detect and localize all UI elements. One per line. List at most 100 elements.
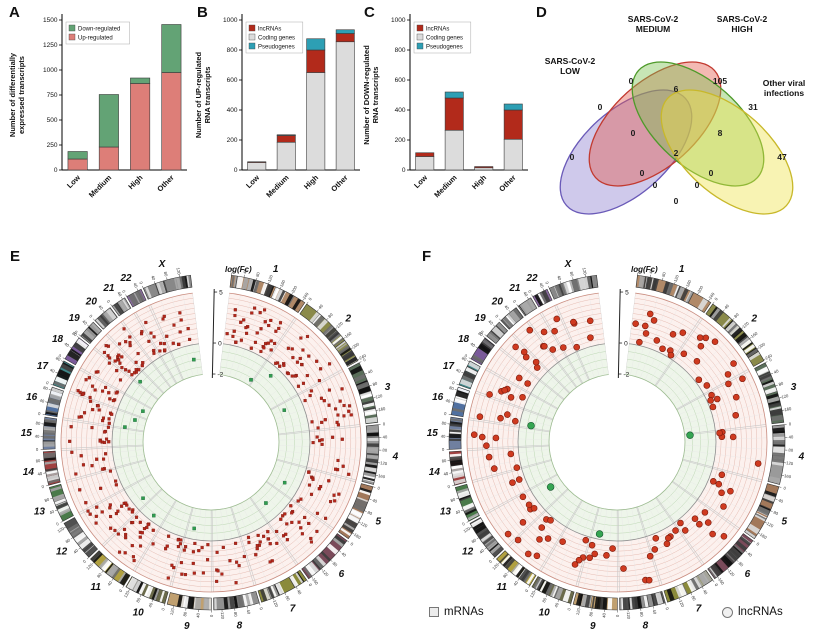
svg-text:-2: -2 [217, 372, 223, 379]
svg-text:40: 40 [72, 548, 79, 555]
svg-text:High: High [470, 173, 488, 191]
svg-text:Low: Low [244, 173, 261, 190]
svg-text:120: 120 [176, 267, 182, 275]
svg-text:120: 120 [85, 562, 94, 571]
svg-text:80: 80 [778, 380, 785, 386]
svg-text:80: 80 [788, 448, 794, 453]
svg-text:13: 13 [440, 507, 452, 518]
svg-text:0: 0 [209, 615, 214, 618]
svg-text:expressed transcripts: expressed transcripts [17, 56, 26, 134]
svg-text:80: 80 [441, 458, 447, 464]
svg-text:lncRNAs: lncRNAs [258, 26, 281, 32]
svg-text:80: 80 [661, 271, 667, 277]
svg-text:15: 15 [21, 428, 33, 439]
svg-text:8: 8 [237, 620, 243, 631]
svg-text:0: 0 [451, 380, 456, 386]
svg-text:11: 11 [91, 582, 102, 593]
svg-text:0: 0 [783, 485, 787, 491]
svg-text:80: 80 [233, 612, 239, 618]
svg-text:80: 80 [470, 537, 477, 544]
svg-text:0: 0 [629, 76, 634, 86]
svg-text:MEDIUM: MEDIUM [636, 24, 670, 34]
svg-text:160: 160 [784, 473, 792, 479]
svg-text:4: 4 [392, 452, 399, 463]
svg-text:22: 22 [525, 273, 538, 284]
svg-text:20: 20 [85, 296, 98, 307]
svg-text:0: 0 [624, 341, 628, 348]
svg-text:240: 240 [764, 353, 773, 361]
svg-text:0: 0 [308, 582, 314, 587]
svg-text:0: 0 [362, 357, 367, 363]
svg-text:0: 0 [377, 485, 381, 491]
svg-text:80: 80 [367, 510, 374, 517]
svg-text:40: 40 [601, 612, 606, 618]
svg-text:40: 40 [242, 268, 248, 274]
svg-text:120: 120 [463, 526, 472, 534]
svg-text:40: 40 [487, 319, 494, 326]
svg-text:lncRNAs: lncRNAs [426, 26, 449, 32]
svg-text:40: 40 [195, 612, 200, 618]
svg-text:9: 9 [590, 621, 596, 632]
svg-text:120: 120 [380, 460, 388, 466]
svg-text:Up-regulated: Up-regulated [78, 35, 113, 41]
svg-text:500: 500 [47, 117, 58, 124]
svg-text:80: 80 [569, 271, 575, 277]
svg-text:1: 1 [679, 264, 685, 275]
svg-text:40: 40 [246, 609, 252, 615]
svg-text:120: 120 [626, 612, 631, 620]
svg-text:40: 40 [340, 551, 347, 558]
svg-text:40: 40 [702, 589, 709, 596]
svg-text:31: 31 [748, 102, 758, 112]
svg-text:800: 800 [227, 47, 238, 54]
lncrna-circle-swatch-icon [722, 606, 733, 618]
svg-text:80: 80 [35, 420, 41, 426]
svg-text:0: 0 [653, 180, 658, 190]
svg-text:0: 0 [635, 267, 640, 271]
svg-text:2: 2 [344, 313, 351, 324]
svg-text:18: 18 [458, 334, 470, 345]
svg-text:40: 40 [648, 268, 654, 274]
svg-text:14: 14 [429, 467, 441, 478]
svg-text:HIGH: HIGH [731, 24, 752, 34]
svg-text:80: 80 [255, 271, 261, 277]
svg-text:22: 22 [119, 273, 132, 284]
svg-text:7: 7 [290, 604, 296, 615]
svg-text:0: 0 [615, 615, 620, 618]
svg-text:120: 120 [727, 569, 736, 578]
svg-text:120: 120 [781, 393, 790, 400]
svg-text:0: 0 [138, 281, 144, 286]
svg-text:120: 120 [673, 274, 680, 283]
svg-text:20: 20 [491, 296, 504, 307]
svg-text:0: 0 [444, 411, 448, 416]
svg-text:0: 0 [640, 168, 645, 178]
svg-text:80: 80 [502, 571, 509, 578]
svg-text:120: 120 [360, 521, 369, 529]
panel-label-a: A [9, 4, 20, 21]
panel-label-b: B [197, 4, 208, 21]
svg-text:0: 0 [88, 313, 94, 319]
svg-text:11: 11 [497, 582, 508, 593]
svg-text:80: 80 [135, 596, 142, 603]
svg-text:40: 40 [147, 601, 154, 608]
svg-text:5: 5 [375, 517, 381, 528]
svg-text:0: 0 [665, 607, 671, 611]
svg-text:14: 14 [23, 467, 35, 478]
svg-text:120: 120 [57, 526, 66, 534]
svg-text:40: 40 [317, 303, 324, 310]
svg-text:40: 40 [116, 291, 123, 298]
svg-text:40: 40 [49, 367, 56, 374]
svg-text:0: 0 [218, 341, 222, 348]
panel-label-d: D [536, 4, 547, 21]
svg-text:0: 0 [442, 447, 445, 452]
svg-text:160: 160 [784, 406, 792, 412]
svg-text:40: 40 [367, 368, 374, 375]
svg-text:LOW: LOW [560, 66, 581, 76]
legend-mrnas: mRNAs [429, 606, 484, 618]
svg-text:Other: Other [155, 173, 176, 194]
svg-text:0: 0 [488, 558, 494, 564]
svg-text:SARS-CoV-2: SARS-CoV-2 [717, 14, 768, 24]
venn-diagram-sarscov2: SARS-CoV-2LOWSARS-CoV-2MEDIUMSARS-CoV-2H… [545, 14, 805, 215]
svg-text:0: 0 [38, 411, 42, 416]
svg-text:17: 17 [37, 361, 49, 372]
